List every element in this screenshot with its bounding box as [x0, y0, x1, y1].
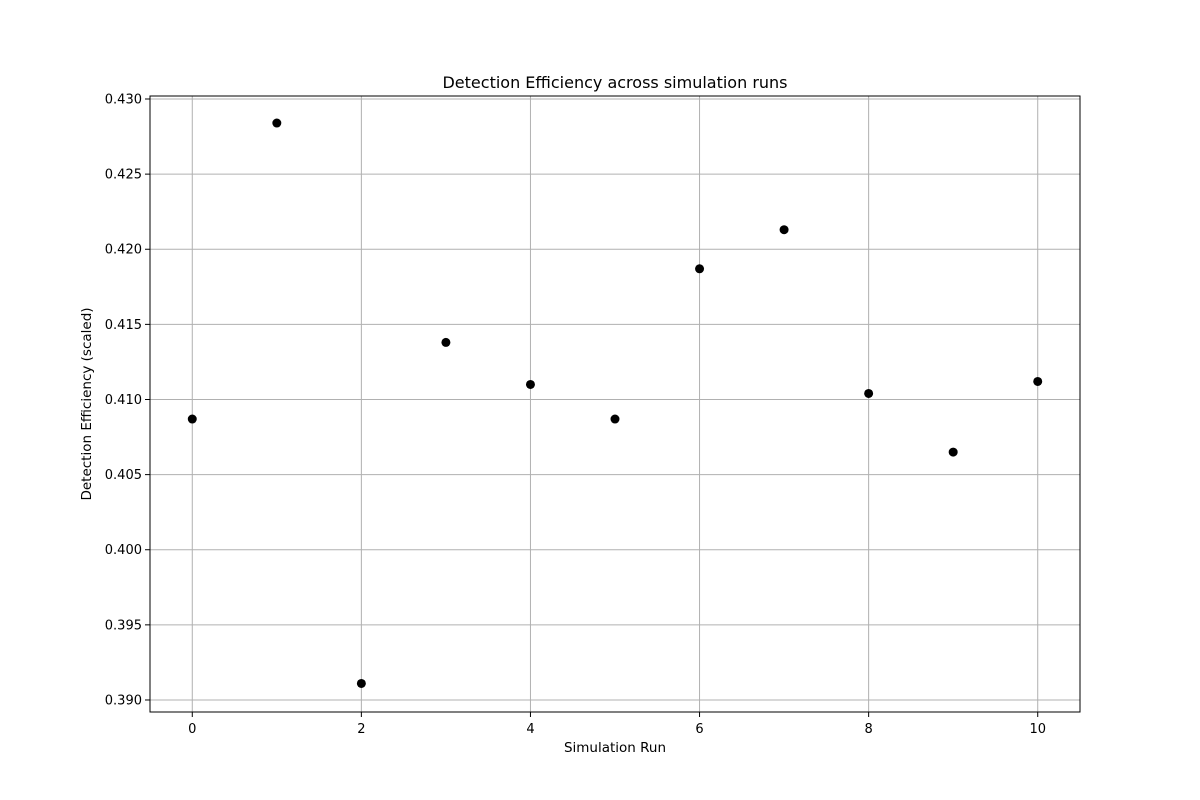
data-point	[948, 447, 958, 457]
data-point	[610, 414, 620, 424]
y-tick-label: 0.405	[105, 468, 142, 483]
x-tick-label: 10	[1029, 722, 1046, 737]
data-point	[864, 388, 874, 398]
y-tick-label: 0.415	[105, 318, 142, 333]
y-tick-label: 0.390	[105, 693, 142, 708]
x-tick-label: 0	[188, 722, 196, 737]
y-axis-label: Detection Efficiency (scaled)	[79, 307, 95, 500]
chart-title: Detection Efficiency across simulation r…	[442, 73, 787, 92]
data-point	[695, 264, 705, 274]
data-point	[525, 379, 535, 389]
grid	[150, 96, 1080, 712]
x-axis-ticks: 0 2 4 6 8 10	[188, 712, 1046, 737]
x-tick-label: 6	[695, 722, 703, 737]
x-axis-label: Simulation Run	[564, 740, 666, 756]
x-tick-label: 2	[357, 722, 365, 737]
data-point	[779, 225, 789, 235]
data-points	[187, 118, 1043, 688]
x-tick-label: 4	[526, 722, 534, 737]
y-axis-ticks: 0.390 0.395 0.400 0.405 0.410 0.415 0.420 0.425…	[105, 93, 150, 708]
y-tick-label: 0.420	[105, 243, 142, 258]
y-tick-label: 0.430	[105, 93, 142, 108]
plot-area-frame	[149, 95, 1081, 713]
data-point	[187, 414, 197, 424]
data-point	[1033, 376, 1043, 386]
y-tick-label: 0.400	[105, 543, 142, 558]
data-point	[272, 118, 282, 128]
data-point	[441, 337, 451, 347]
y-tick-label: 0.395	[105, 618, 142, 633]
data-point	[356, 678, 366, 688]
x-tick-label: 8	[864, 722, 872, 737]
y-tick-label: 0.410	[105, 393, 142, 408]
y-tick-label: 0.425	[105, 168, 142, 183]
